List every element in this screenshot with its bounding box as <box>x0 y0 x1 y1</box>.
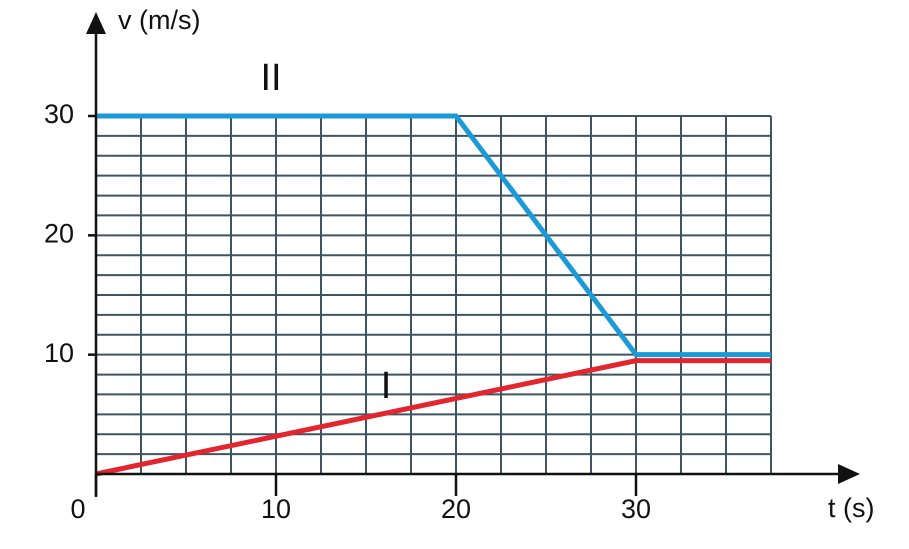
series-line <box>96 113 771 358</box>
y-axis-label: v (m/s) <box>118 5 200 35</box>
x-axis-arrow <box>838 464 860 484</box>
x-tick-label: 10 <box>261 494 291 524</box>
x-axis-label: t (s) <box>828 493 875 523</box>
series-line <box>95 358 771 477</box>
x-tick-label: 20 <box>441 494 471 524</box>
y-tick-label: 10 <box>44 338 74 368</box>
series-label: I <box>381 365 392 407</box>
y-tick-label: 30 <box>44 99 74 129</box>
x-tick-label: 30 <box>621 494 651 524</box>
series-label: II <box>260 57 281 99</box>
y-tick-label: 20 <box>44 218 74 248</box>
y-axis-arrow <box>86 12 106 34</box>
x-tick-label: 0 <box>70 494 85 524</box>
